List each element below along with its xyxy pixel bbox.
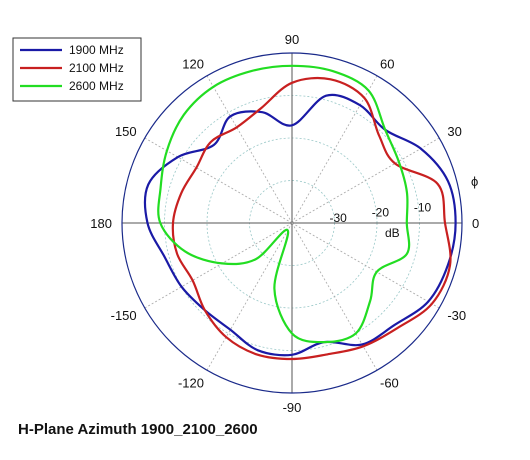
angle-tick-label: 60 [380, 57, 394, 72]
angle-tick-label: 0 [472, 216, 479, 231]
angle-tick-label: 90 [285, 32, 299, 47]
outer-circle [121, 52, 463, 394]
angle-tick-label: -30 [447, 308, 466, 323]
series-line-2 [171, 76, 452, 361]
grid-spoke-330 [291, 222, 440, 309]
legend-label-1: 1900 MHz [69, 43, 124, 57]
angle-tick-label: -120 [178, 375, 204, 390]
legend-label-2: 2100 MHz [69, 61, 124, 75]
angle-tick-label: 150 [115, 124, 137, 139]
series-line-1 [143, 93, 457, 357]
legend-label-3: 2600 MHz [69, 79, 124, 93]
grid-spoke-150 [144, 137, 293, 224]
legend-box [12, 37, 142, 102]
angle-axis-label: ϕ [471, 174, 478, 189]
angle-tick-label: -150 [111, 308, 137, 323]
grid-spoke-210 [144, 222, 293, 309]
radial-tick-label: -10 [414, 200, 432, 214]
radial-unit-label: dB [385, 226, 400, 240]
angle-tick-label: -90 [283, 400, 302, 415]
grid-spoke-240 [206, 222, 293, 371]
legend: 1900 MHz 2100 MHz 2600 MHz [12, 37, 142, 102]
angle-tick-label: 30 [447, 124, 461, 139]
radial-tick-labels: -30 -20 -10 [330, 200, 432, 224]
radial-tick-label: -30 [330, 211, 348, 225]
grid-spoke-120 [206, 75, 293, 224]
angle-tick-labels: 0 30 60 90 120 150 180 -150 -120 -90 -60 -30 [90, 32, 479, 415]
radial-tick-label: -20 [372, 206, 390, 220]
grid-spoke-300 [291, 222, 378, 371]
series-lines [143, 64, 457, 361]
series-line-3 [157, 64, 411, 344]
angle-tick-label: 180 [90, 216, 112, 231]
figure-caption: H-Plane Azimuth 1900_2100_2600 [18, 421, 258, 438]
angle-tick-label: -60 [380, 375, 399, 390]
angle-tick-label: 120 [182, 57, 204, 72]
grid-spoke-60 [291, 75, 378, 224]
grid-spoke-30 [291, 137, 440, 224]
